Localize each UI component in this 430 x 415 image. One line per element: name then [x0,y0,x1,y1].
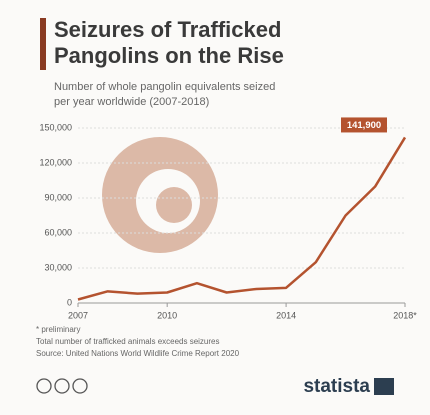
note: * preliminary [36,325,80,334]
chart-subtitle: Number of whole pangolin equivalents sei… [54,81,275,93]
icon-curl [156,187,192,223]
y-tick-label: 150,000 [39,122,72,132]
y-tick-label: 0 [67,297,72,307]
note: Total number of trafficked animals excee… [36,337,220,346]
icon [54,378,70,394]
icon [36,378,52,394]
chart-title: Pangolins on the Rise [54,43,284,68]
chart-subtitle: per year worldwide (2007-2018) [54,96,209,108]
title-accent [40,18,46,70]
chart-title: Seizures of Trafficked [54,17,281,42]
value-label: 141,900 [347,120,381,131]
x-tick-label: 2010 [157,310,177,320]
y-tick-label: 90,000 [44,192,72,202]
icon [72,378,88,394]
y-tick-label: 60,000 [44,227,72,237]
brand: statista [303,376,370,397]
value-label-box [341,117,387,133]
line [77,136,407,301]
y-tick-label: 120,000 [39,157,72,167]
note: Source: United Nations World Wildlife Cr… [36,349,240,358]
license-icons [36,378,88,394]
x-tick-label: 2007 [68,310,88,320]
brand-logo [374,378,394,395]
x-tick-label: 2018* [393,310,417,320]
pangolin-icon [102,137,218,253]
x-tick-label: 2014 [276,310,296,320]
y-tick-label: 30,000 [44,262,72,272]
